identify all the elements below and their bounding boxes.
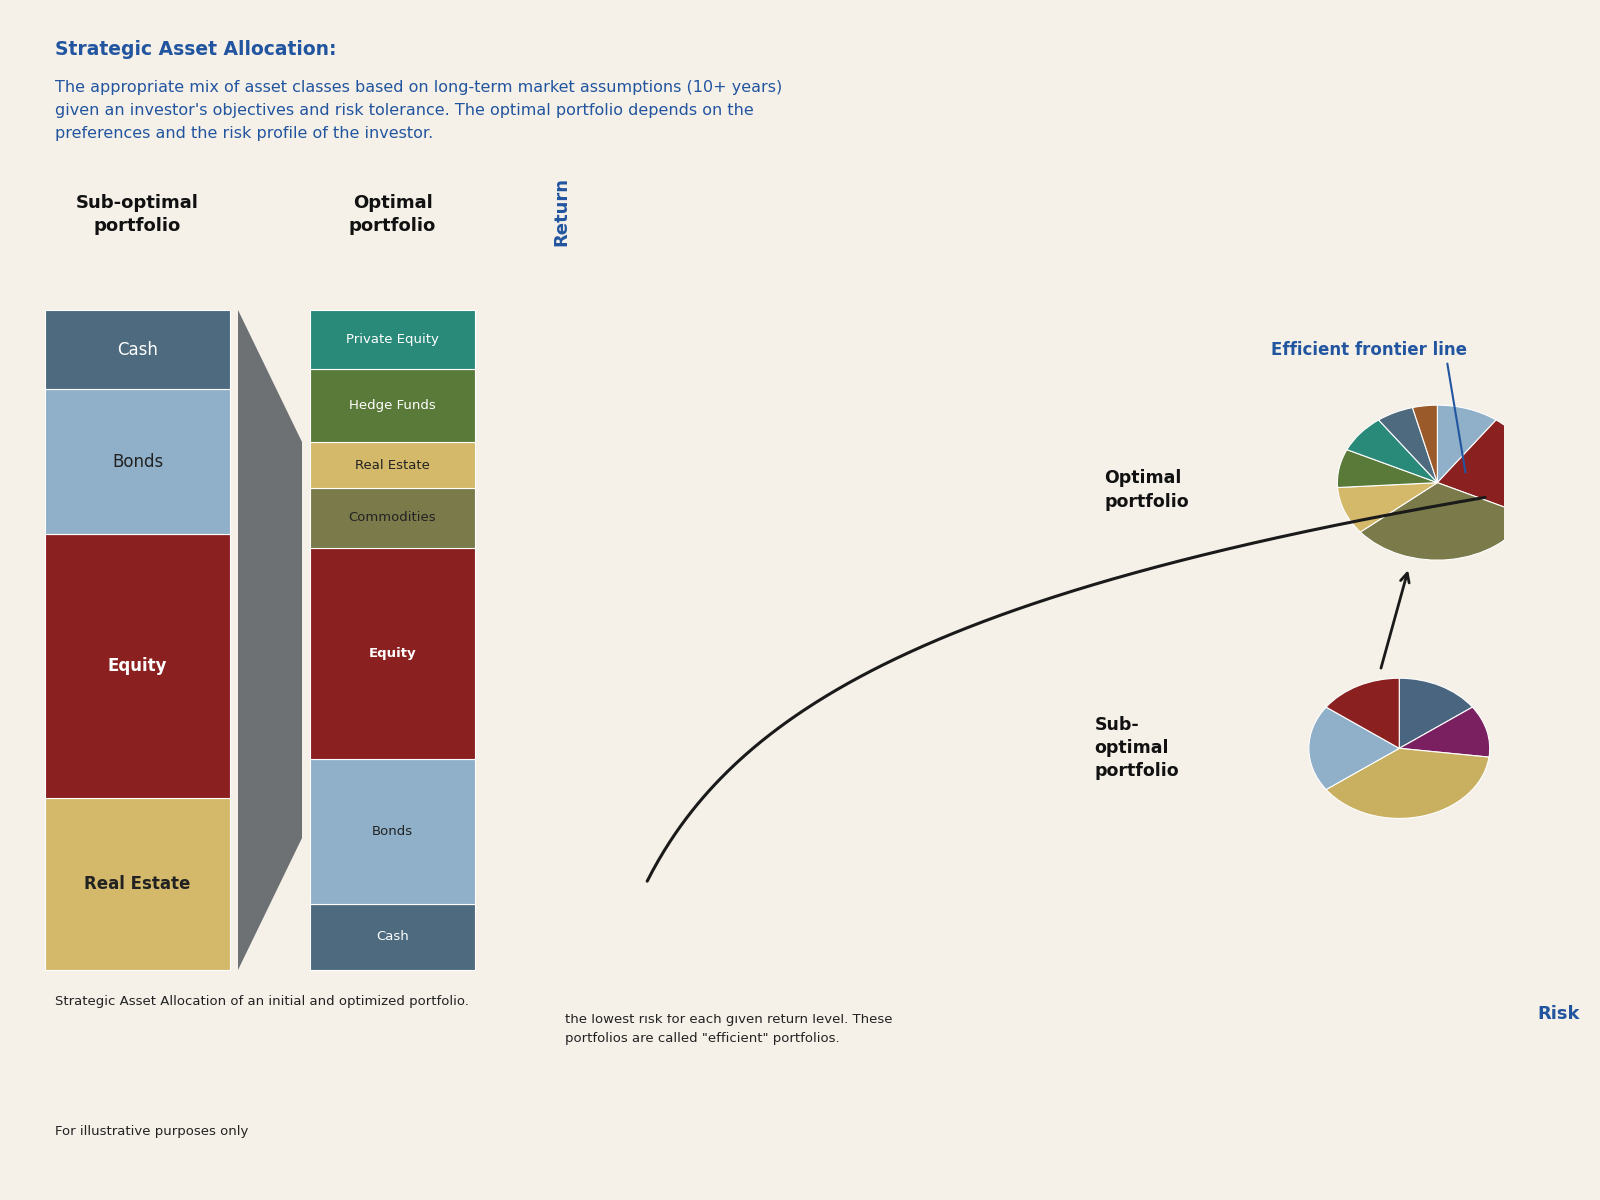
Wedge shape <box>1437 406 1496 482</box>
Text: Sub-optimal
portfolio: Sub-optimal portfolio <box>77 194 198 235</box>
Text: Efficient frontier line: Efficient frontier line <box>1270 341 1467 359</box>
Wedge shape <box>1309 707 1400 790</box>
Wedge shape <box>1326 749 1490 818</box>
Text: Real Estate: Real Estate <box>355 458 430 472</box>
Text: Equity: Equity <box>107 658 168 676</box>
Polygon shape <box>238 310 302 970</box>
Text: Optimal
portfolio: Optimal portfolio <box>1104 469 1189 511</box>
Text: The appropriate mix of asset classes based on long-term market assumptions (10+ : The appropriate mix of asset classes bas… <box>54 80 782 140</box>
Bar <box>45 310 230 389</box>
Wedge shape <box>1360 482 1528 560</box>
Text: Private Equity: Private Equity <box>346 334 438 346</box>
Text: Real Estate: Real Estate <box>85 875 190 893</box>
Text: Risk: Risk <box>1538 1006 1579 1022</box>
Wedge shape <box>1413 406 1437 482</box>
Wedge shape <box>1400 678 1472 749</box>
Wedge shape <box>1347 420 1437 482</box>
Text: Hedge Funds: Hedge Funds <box>349 400 435 412</box>
Wedge shape <box>1437 420 1538 516</box>
Text: For illustrative purposes only: For illustrative purposes only <box>54 1126 248 1138</box>
Text: The efficient frontier line represents the portfolios with
the lowest risk for e: The efficient frontier line represents t… <box>565 995 933 1045</box>
Text: Optimal
portfolio: Optimal portfolio <box>349 194 437 235</box>
Text: Bonds: Bonds <box>112 452 163 470</box>
Bar <box>310 442 475 488</box>
Bar <box>310 310 475 370</box>
Wedge shape <box>1400 707 1490 757</box>
Wedge shape <box>1338 450 1437 487</box>
Text: Commodities: Commodities <box>349 511 437 524</box>
Bar <box>310 547 475 758</box>
Bar <box>310 488 475 547</box>
Text: Equity: Equity <box>368 647 416 660</box>
Bar <box>310 904 475 970</box>
Bar <box>45 534 230 798</box>
Text: Cash: Cash <box>117 341 158 359</box>
Bar <box>45 798 230 970</box>
Text: Strategic Asset Allocation:: Strategic Asset Allocation: <box>54 40 336 59</box>
Text: Return: Return <box>552 178 571 246</box>
Text: Sub-
optimal
portfolio: Sub- optimal portfolio <box>1094 716 1179 780</box>
Wedge shape <box>1379 408 1437 482</box>
Text: Bonds: Bonds <box>371 824 413 838</box>
Wedge shape <box>1338 482 1437 532</box>
Bar <box>310 758 475 904</box>
Text: Cash: Cash <box>376 930 410 943</box>
Bar <box>45 389 230 534</box>
Text: Strategic Asset Allocation of an initial and optimized portfolio.: Strategic Asset Allocation of an initial… <box>54 995 469 1008</box>
Bar <box>310 370 475 442</box>
Wedge shape <box>1326 678 1400 749</box>
